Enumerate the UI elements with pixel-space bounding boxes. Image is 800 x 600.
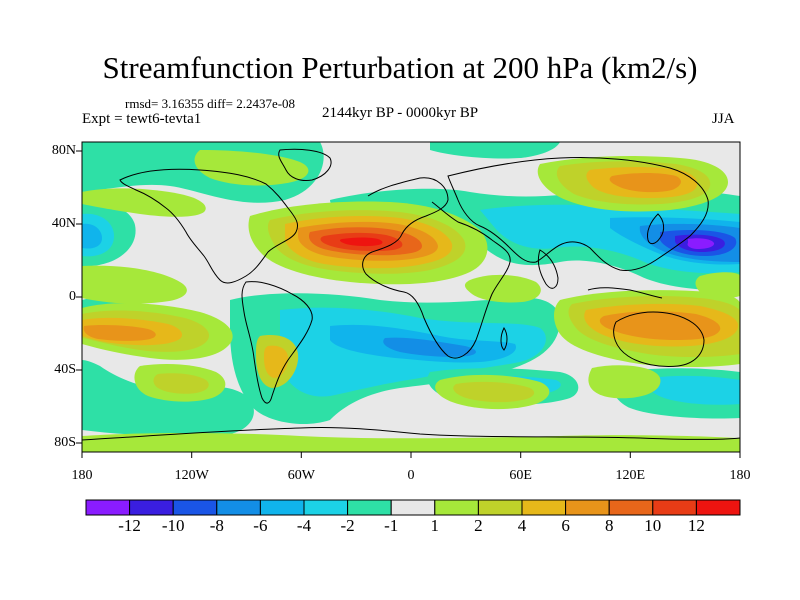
pos-south-america-2 — [153, 373, 209, 394]
colorbar-box — [85, 499, 131, 516]
neg-arctic-east — [430, 142, 560, 159]
neg-far-south-pacific-core — [647, 375, 740, 405]
pos-far-south — [82, 433, 740, 452]
pos-atlantic-east-tropics — [464, 274, 541, 303]
x-tick-label: 120E — [615, 468, 646, 483]
coast-antarctica — [82, 426, 740, 441]
colorbar-tick-label: 8 — [604, 516, 614, 535]
pos-south-africa-2 — [453, 381, 535, 403]
stats-label: rmsd= 3.16355 diff= 2.2437e-08 — [125, 96, 296, 111]
contour-field — [82, 142, 740, 452]
pos-australia-6 — [599, 311, 721, 340]
coast-south-america — [241, 281, 313, 404]
colorbar-tick-label: 4 — [517, 516, 527, 535]
colorbar-tick-label: 2 — [474, 516, 483, 535]
pos-north-america — [82, 188, 206, 217]
neg-south-atlantic-inner — [383, 337, 476, 357]
pos-south-pacific-6 — [83, 325, 156, 341]
x-tick-label: 180 — [729, 468, 751, 483]
colorbar-box — [521, 499, 567, 516]
season-label: JJA — [712, 111, 735, 127]
colorbar-box — [390, 499, 436, 516]
pos-south-indian-west — [588, 365, 661, 399]
colorbar-box — [695, 499, 741, 516]
pos-east-pacific-north — [695, 272, 740, 299]
period-label: 2144kyr BP - 0000kyr BP — [322, 105, 479, 121]
colorbar — [85, 499, 741, 516]
y-tick-label: 80S — [54, 435, 76, 450]
pos-tropical-pacific — [82, 265, 187, 304]
colorbar-box — [652, 499, 697, 516]
colorbar-box — [303, 499, 349, 516]
colorbar-tick-label: -4 — [296, 516, 312, 535]
colorbar-tick-label: 12 — [687, 516, 705, 535]
colorbar-tick-label: -8 — [209, 516, 224, 535]
coast-australia — [613, 311, 705, 367]
colorbar-tick-label: -12 — [118, 516, 141, 535]
colorbar-box — [259, 499, 305, 516]
coastlines — [82, 148, 740, 441]
coast-india — [537, 249, 559, 289]
coast-japan — [647, 213, 665, 245]
x-tick-label: 60W — [287, 468, 315, 483]
colorbar-box — [172, 499, 218, 516]
chart-title: Streamfunction Perturbation at 200 hPa (… — [102, 50, 698, 85]
colorbar-box — [347, 499, 392, 516]
x-tick-label: 60E — [509, 468, 532, 483]
coast-europe-africa — [362, 177, 511, 359]
y-tick-label: 0 — [69, 289, 76, 304]
colorbar-box — [434, 499, 479, 516]
colorbar-tick-label: -6 — [253, 516, 268, 535]
y-tick-label: 40N — [51, 216, 76, 231]
coast-north-america — [119, 168, 299, 284]
colorbar-tick-label: -10 — [161, 516, 185, 535]
x-tick-label: 180 — [71, 468, 93, 483]
x-tick-label: 120W — [174, 468, 209, 483]
coast-madagascar — [500, 327, 508, 351]
colorbar-tick-label: -1 — [384, 516, 399, 535]
colorbar-tick-label: 10 — [644, 516, 662, 535]
y-tick-label: 80N — [51, 143, 76, 158]
x-tick-label: 0 — [407, 468, 415, 483]
colorbar-box — [477, 499, 523, 516]
neg-pacific-min-center — [687, 238, 715, 249]
colorbar-box — [216, 499, 261, 516]
colorbar-box — [608, 499, 654, 516]
colorbar-tick-label: 6 — [561, 516, 570, 535]
coast-greenland — [278, 148, 332, 181]
colorbar-box — [129, 499, 174, 516]
colorbar-tick-label: -2 — [340, 516, 355, 535]
experiment-label: Expt = tewt6-tevta1 — [82, 111, 202, 127]
coast-asia — [447, 156, 709, 271]
pos-north-atlantic-12 — [339, 237, 383, 247]
colorbar-box — [565, 499, 610, 516]
neg-blob-east-pacific-core — [82, 223, 102, 249]
colorbar-tick-label: 1 — [430, 516, 440, 535]
y-tick-label: 40S — [54, 362, 76, 377]
pos-asia-6 — [609, 173, 681, 193]
coast-indonesia — [587, 287, 663, 299]
axis-ticks — [76, 150, 741, 458]
